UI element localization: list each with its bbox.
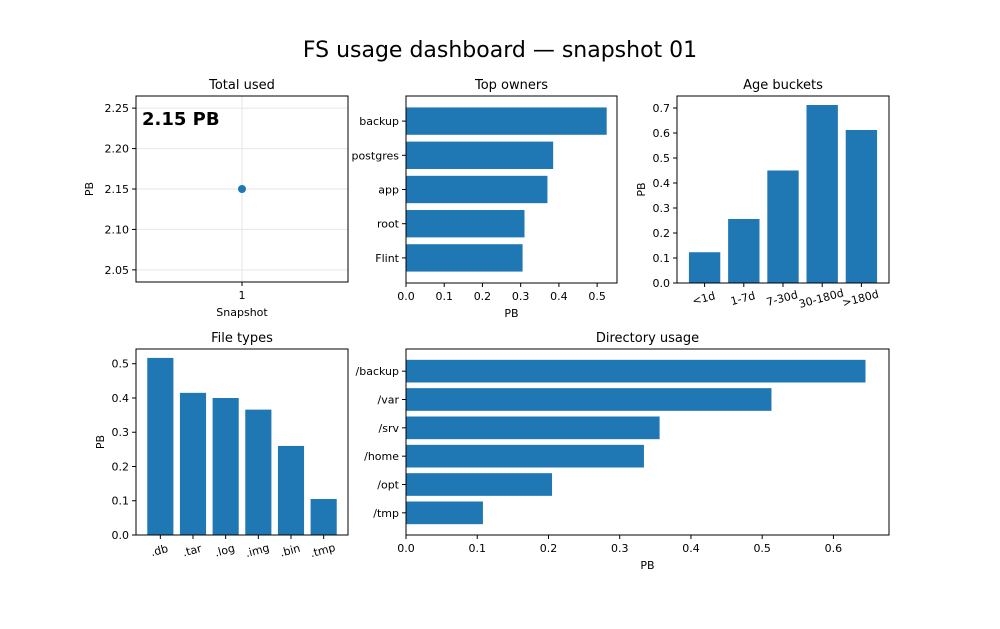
x-tick-label: 30-180d (797, 286, 845, 310)
x-tick-label: 0.5 (588, 290, 606, 303)
y-tick-label: /var (378, 394, 400, 407)
bar-backup (406, 107, 607, 135)
x-tick-label: 0.2 (474, 290, 492, 303)
y-tick-label: 0.6 (653, 127, 671, 140)
x-tick-label: .db (149, 542, 169, 559)
bar-.tmp (310, 499, 337, 535)
bar-30-180d (806, 105, 838, 283)
y-tick-label: /srv (379, 422, 400, 435)
y-tick-label: 0.0 (653, 277, 671, 290)
y-tick-label: backup (359, 115, 399, 128)
bar-.img (245, 409, 272, 535)
y-tick-label: 0.1 (112, 495, 130, 508)
bar-7-30d (767, 170, 799, 283)
y-tick-label: Flint (375, 252, 399, 265)
dirs-title: Directory usage (596, 331, 699, 346)
y-tick-label: 0.2 (653, 227, 671, 240)
bar-.tar (179, 392, 207, 535)
y-tick-label: 2.05 (105, 264, 130, 277)
y-tick-label: 0.4 (653, 177, 671, 190)
bar-Flint (406, 244, 523, 272)
x-tick-label: 0.2 (540, 542, 558, 555)
bar-<1d (688, 252, 721, 283)
bar-/srv (406, 416, 660, 440)
bar-root (406, 210, 525, 238)
y-tick-label: 0.5 (112, 358, 130, 371)
x-tick-label: .img (244, 541, 271, 560)
dirs-axes-frame (405, 348, 890, 536)
x-tick-label: 1 (239, 289, 246, 302)
y-tick-label: /home (364, 450, 399, 463)
x-tick-label: 0.1 (468, 542, 486, 555)
y-tick-label: /tmp (373, 507, 399, 520)
types-title: File types (211, 331, 273, 346)
x-tick-label: 0.5 (753, 542, 771, 555)
y-tick-label: 0.3 (653, 202, 671, 215)
y-tick-label: 0.3 (112, 426, 130, 439)
y-axis-label: PB (83, 182, 96, 196)
x-tick-label: 0.6 (825, 542, 843, 555)
bar-/home (406, 444, 644, 468)
bar-.log (212, 397, 239, 535)
types-axes-frame (135, 348, 349, 536)
bar-app (406, 175, 548, 204)
bar-/tmp (406, 501, 483, 525)
y-tick-label: 2.10 (105, 223, 130, 236)
y-tick-label: root (377, 218, 400, 231)
x-tick-label: 7-30d (765, 288, 799, 309)
age-title: Age buckets (743, 78, 823, 93)
y-tick-label: 0.2 (112, 460, 130, 473)
x-axis-label: PB (640, 559, 654, 572)
data-point (238, 185, 246, 193)
y-tick-label: 2.20 (105, 143, 130, 156)
total-axes-frame (135, 95, 349, 283)
y-tick-label: 0.4 (112, 392, 130, 405)
y-tick-label: /opt (377, 479, 399, 492)
x-axis-label: PB (504, 307, 518, 320)
x-tick-label: .bin (279, 542, 302, 560)
total-annotation: 2.15 PB (142, 109, 220, 130)
x-tick-label: .log (213, 542, 236, 560)
x-tick-label: 0.0 (397, 542, 415, 555)
x-axis-label: Snapshot (216, 306, 268, 319)
y-tick-label: 0.7 (653, 102, 671, 115)
bar-.bin (277, 445, 305, 535)
x-tick-label: .tar (181, 542, 203, 560)
owners-axes-frame (405, 95, 618, 284)
x-tick-label: <1d (691, 289, 717, 308)
y-axis-label: PB (94, 435, 107, 449)
owners-title: Top owners (474, 78, 548, 93)
age-axes-frame (676, 95, 890, 284)
x-tick-label: 0.1 (435, 290, 453, 303)
x-tick-label: .tmp (309, 541, 337, 560)
y-tick-label: 0.1 (653, 252, 671, 265)
y-tick-label: 0.5 (653, 152, 671, 165)
x-tick-label: 0.0 (397, 290, 415, 303)
bar->180d (845, 130, 878, 283)
bar-.db (147, 357, 174, 535)
bar-/backup (406, 359, 866, 383)
bar-/var (406, 388, 772, 411)
y-tick-label: app (378, 184, 399, 197)
y-tick-label: postgres (351, 149, 399, 162)
x-tick-label: 0.4 (550, 290, 568, 303)
y-axis-label: PB (635, 182, 648, 196)
y-tick-label: 2.15 (105, 183, 130, 196)
bar-/opt (406, 473, 553, 496)
total-title: Total used (208, 78, 275, 93)
bar-postgres (406, 141, 554, 169)
x-tick-label: 0.3 (512, 290, 530, 303)
x-tick-label: 0.3 (611, 542, 629, 555)
y-tick-label: 0.0 (112, 529, 130, 542)
y-tick-label: /backup (356, 365, 399, 378)
y-tick-label: 2.25 (105, 102, 130, 115)
bar-1-7d (728, 219, 760, 283)
x-tick-label: 1-7d (729, 289, 756, 308)
figure-title: FS usage dashboard — snapshot 01 (303, 38, 697, 63)
x-tick-label: 0.4 (682, 542, 700, 555)
x-tick-label: >180d (841, 288, 880, 310)
